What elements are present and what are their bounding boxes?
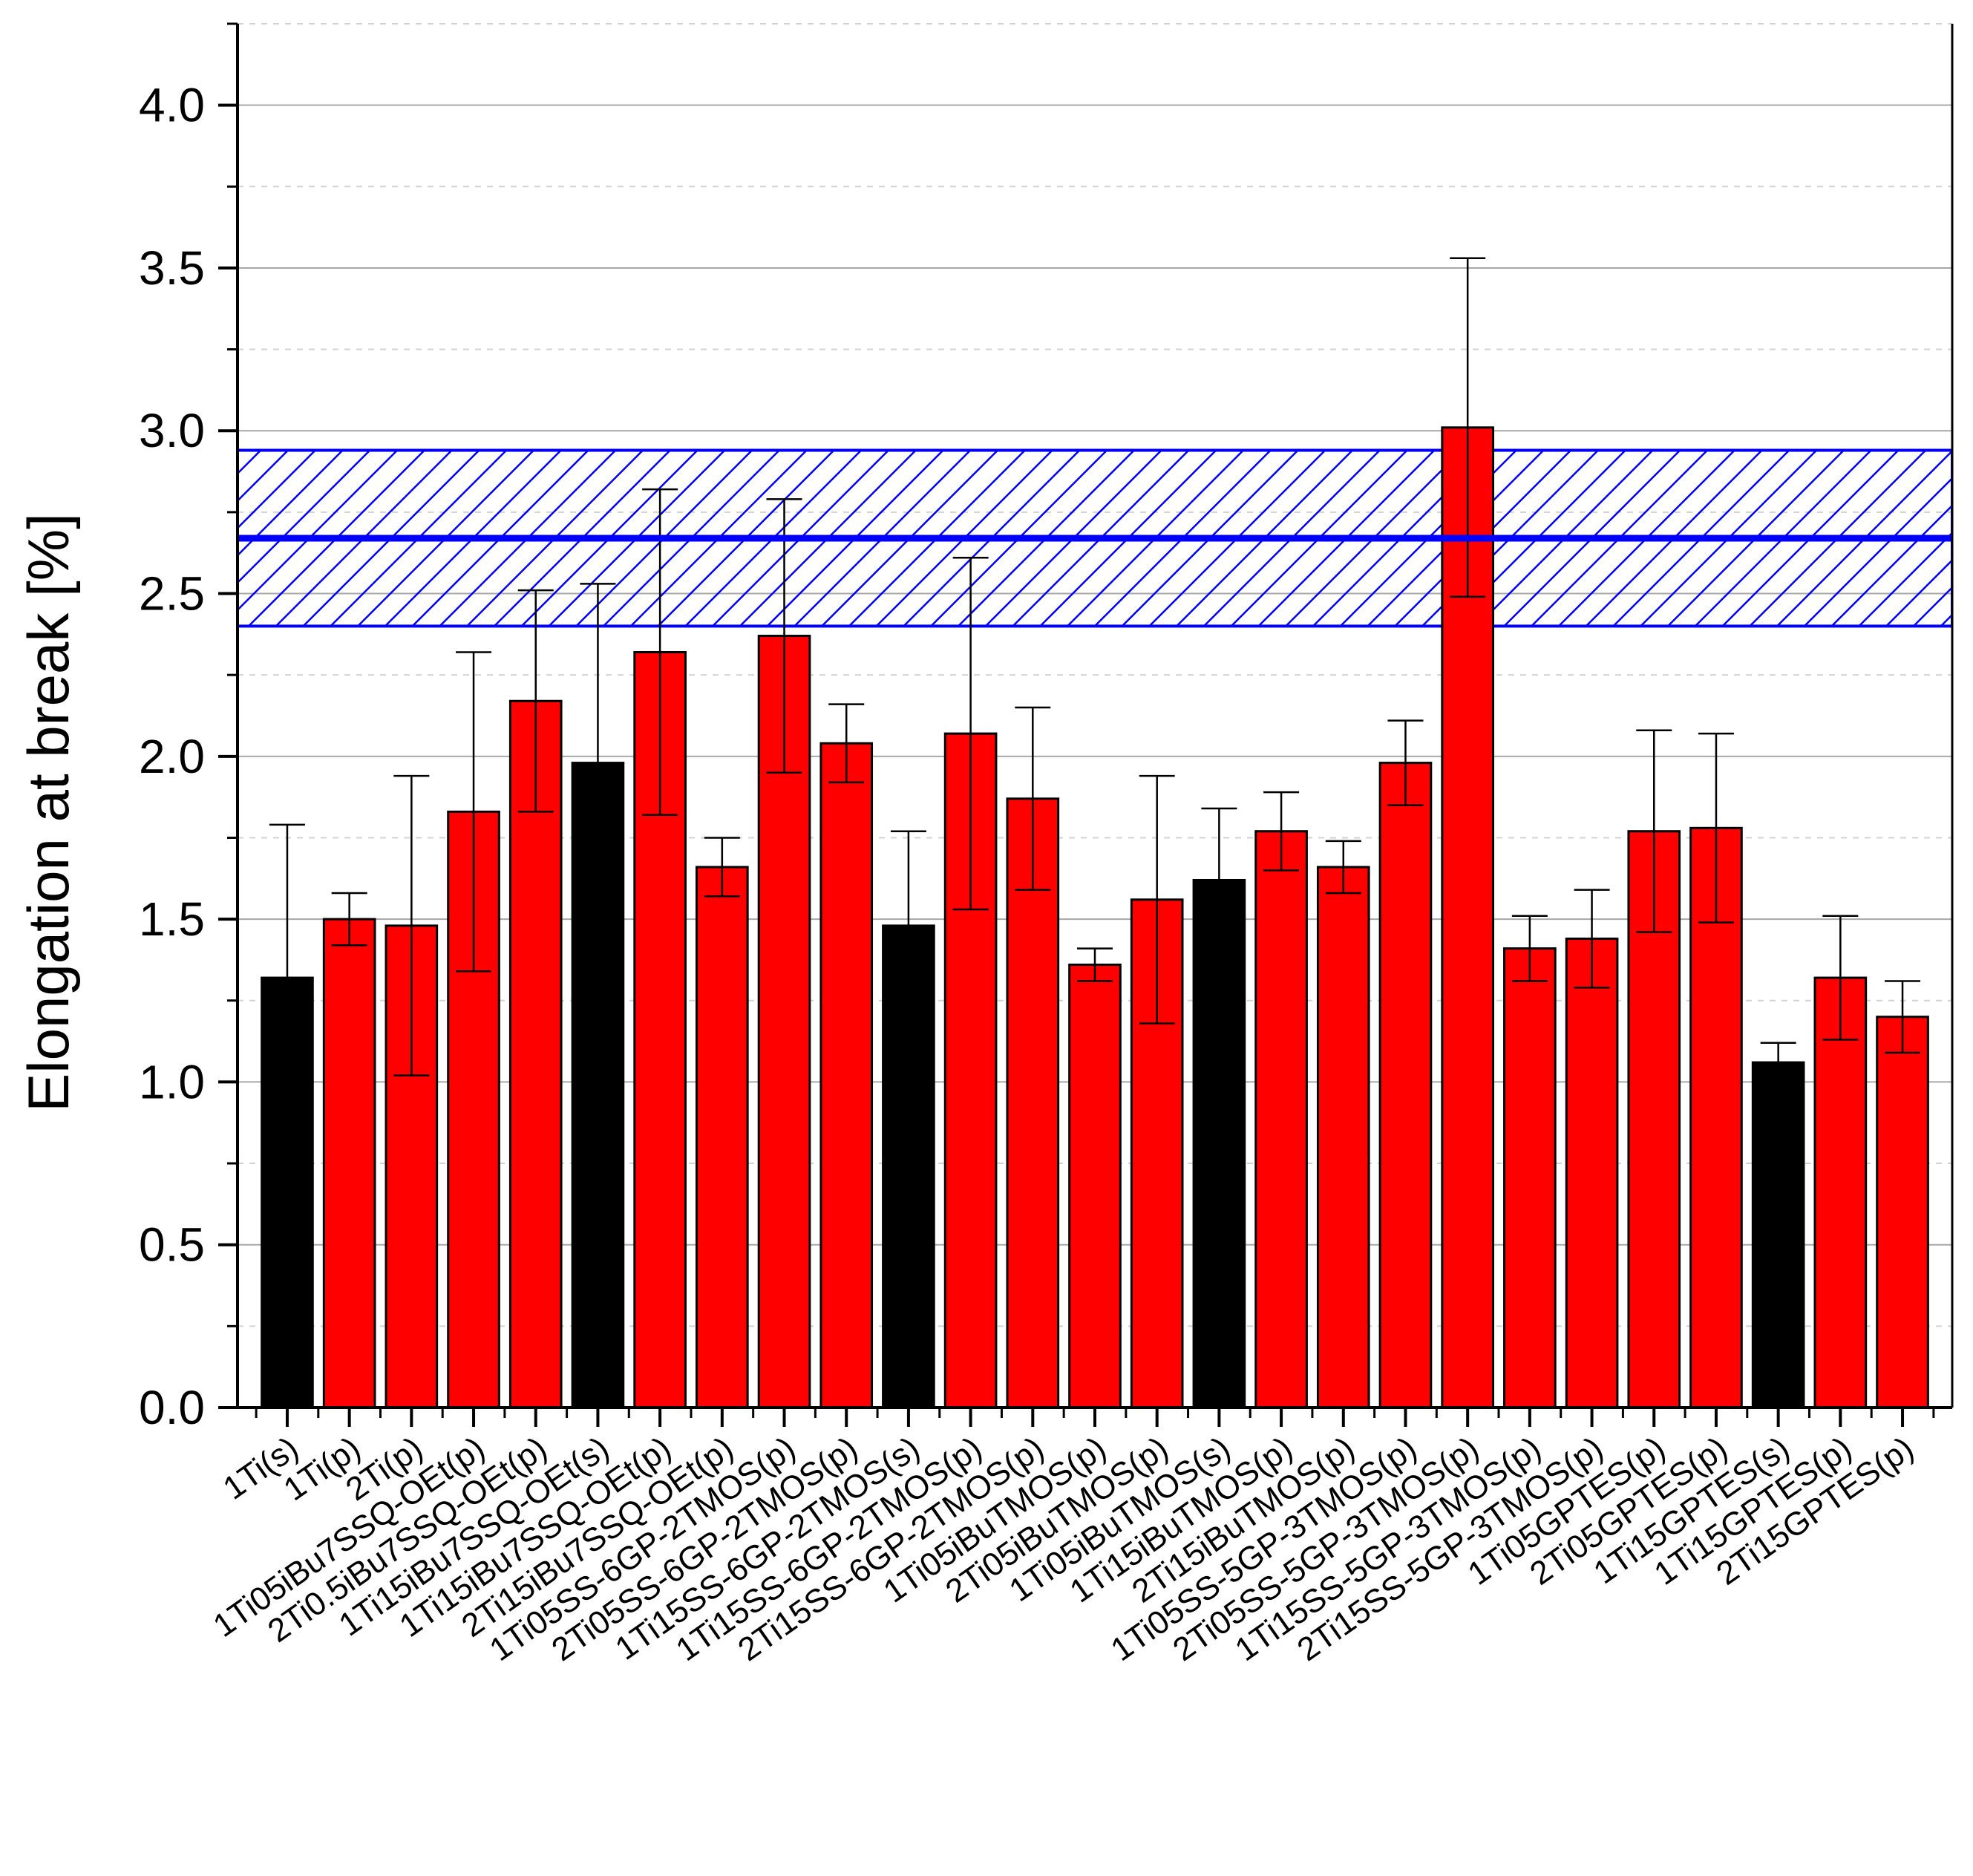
bar-26 bbox=[1876, 1016, 1929, 1409]
error-bar-21 bbox=[1574, 889, 1610, 989]
error-bars bbox=[269, 257, 1921, 1132]
error-bar-22 bbox=[1636, 729, 1672, 933]
axes bbox=[218, 22, 1954, 1427]
y-axis-title: Elongation at break [%] bbox=[16, 513, 81, 1112]
y-tick-label: 3.0 bbox=[139, 404, 205, 457]
bar-9 bbox=[819, 742, 874, 1409]
error-bar-16 bbox=[1263, 791, 1300, 872]
error-bar-25 bbox=[1822, 915, 1859, 1041]
error-bar-11 bbox=[952, 557, 989, 911]
error-bar-14 bbox=[1139, 774, 1175, 1024]
y-tick-label: 3.5 bbox=[139, 241, 205, 295]
y-tick-label: 4.0 bbox=[139, 79, 205, 132]
bar-1 bbox=[322, 918, 376, 1409]
bar-24 bbox=[1751, 1061, 1805, 1409]
error-bar-15 bbox=[1201, 807, 1237, 953]
bar-21 bbox=[1565, 937, 1619, 1409]
bar-17 bbox=[1316, 866, 1370, 1409]
error-bar-17 bbox=[1325, 840, 1361, 895]
y-tick-label: 0.0 bbox=[139, 1381, 205, 1434]
error-bar-6 bbox=[642, 488, 678, 817]
error-bar-24 bbox=[1760, 1042, 1796, 1083]
bars bbox=[261, 426, 1929, 1409]
y-tick-label: 0.5 bbox=[139, 1218, 205, 1272]
error-bar-2 bbox=[393, 774, 430, 1076]
bar-16 bbox=[1254, 830, 1308, 1409]
bar-13 bbox=[1068, 964, 1122, 1409]
error-bar-23 bbox=[1698, 732, 1734, 924]
error-bar-12 bbox=[1015, 706, 1051, 891]
error-bar-9 bbox=[828, 703, 865, 784]
error-bar-4 bbox=[517, 589, 554, 813]
y-tick-label: 2.0 bbox=[139, 730, 205, 783]
bar-4 bbox=[508, 699, 563, 1409]
y-tick-label: 1.0 bbox=[139, 1055, 205, 1108]
error-bar-0 bbox=[269, 823, 305, 1132]
error-bar-10 bbox=[890, 830, 926, 1022]
bar-20 bbox=[1503, 947, 1557, 1409]
error-bar-26 bbox=[1885, 980, 1921, 1054]
error-bar-1 bbox=[331, 892, 367, 947]
bar-23 bbox=[1689, 826, 1743, 1409]
error-bar-3 bbox=[456, 651, 492, 973]
error-bar-20 bbox=[1511, 915, 1548, 982]
error-bar-18 bbox=[1387, 719, 1424, 806]
error-bar-8 bbox=[766, 498, 802, 774]
bar-25 bbox=[1813, 976, 1868, 1409]
bar-15 bbox=[1192, 878, 1246, 1409]
error-bar-13 bbox=[1077, 947, 1113, 982]
y-tick-label: 1.5 bbox=[139, 892, 205, 946]
y-tick-label: 2.5 bbox=[139, 567, 205, 621]
bar-18 bbox=[1378, 762, 1433, 1409]
bar-7 bbox=[696, 866, 749, 1409]
error-bar-5 bbox=[580, 583, 616, 944]
error-bar-7 bbox=[704, 837, 740, 898]
